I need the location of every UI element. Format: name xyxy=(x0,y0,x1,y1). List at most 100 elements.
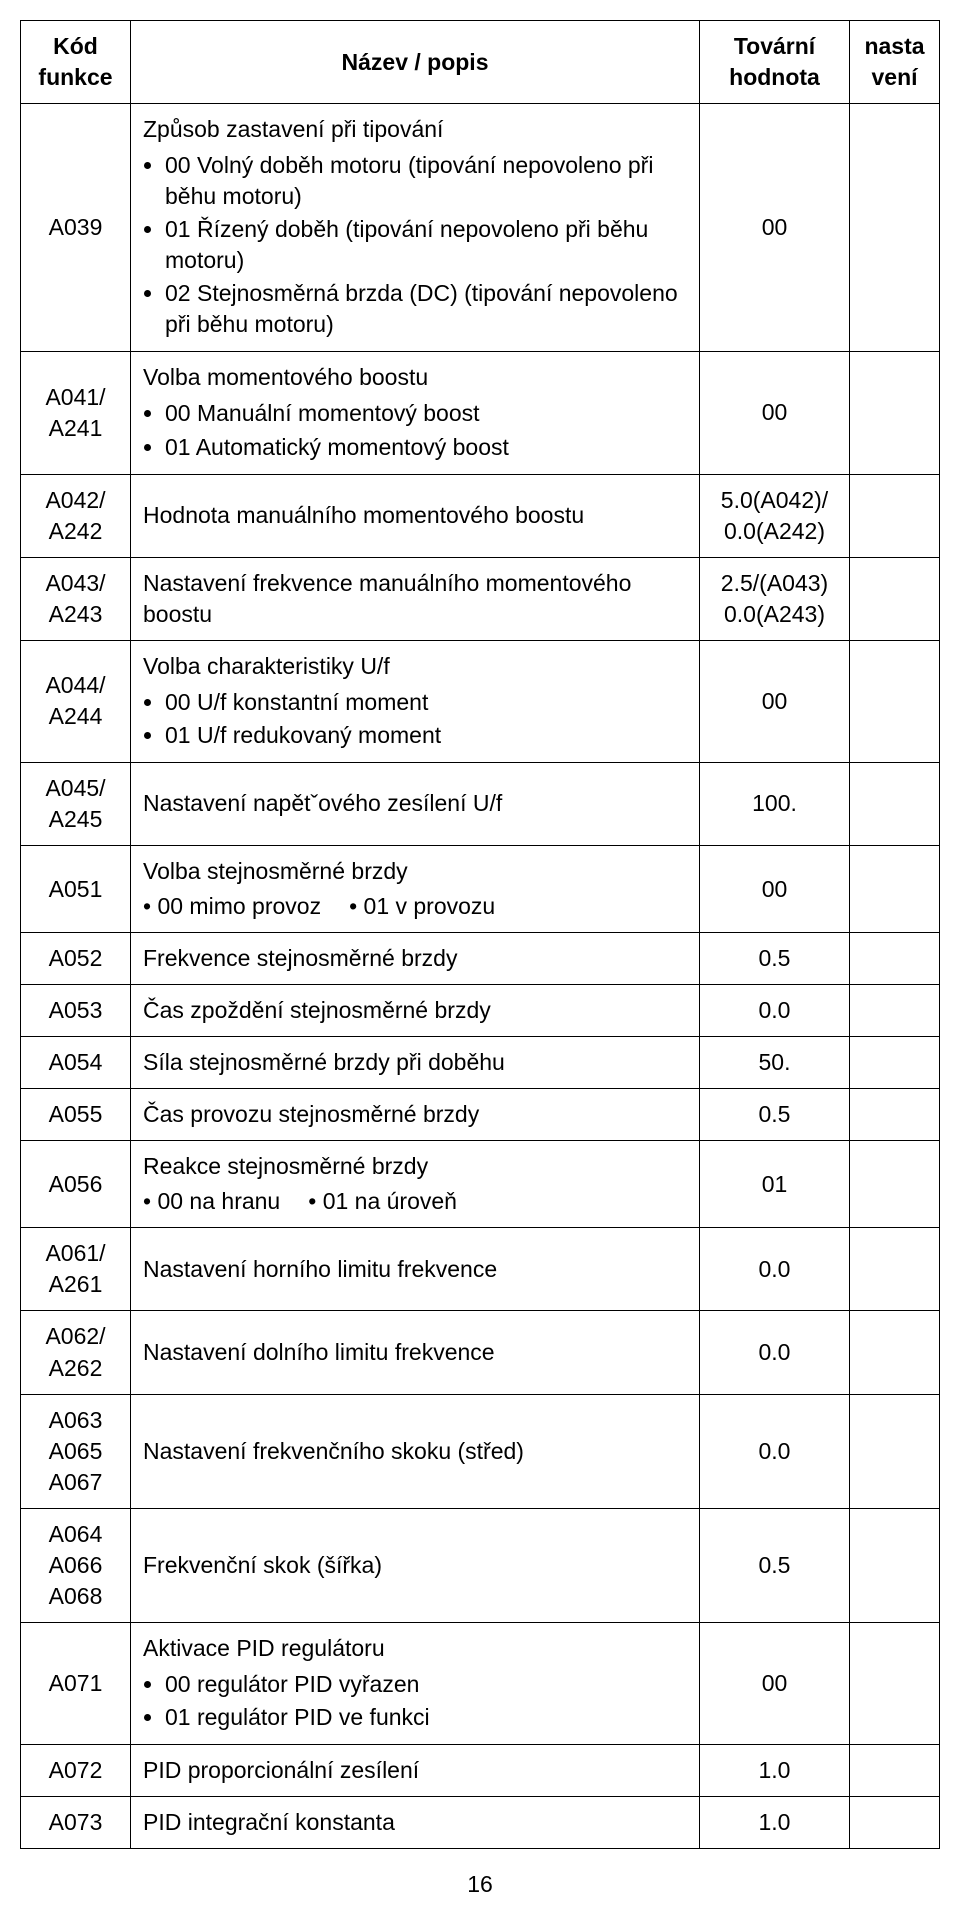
desc-title: Čas zpoždění stejnosměrné brzdy xyxy=(143,995,687,1026)
desc-cell: PID proporcionální zesílení xyxy=(131,1744,700,1796)
code-cell: A042/ A242 xyxy=(21,474,131,557)
setting-cell xyxy=(850,933,940,985)
desc-cell: Čas zpoždění stejnosměrné brzdy xyxy=(131,985,700,1037)
desc-cell: Nastavení frekvenčního skoku (střed) xyxy=(131,1394,700,1508)
factory-cell: 0.0 xyxy=(700,1311,850,1394)
code-cell: A072 xyxy=(21,1744,131,1796)
setting-cell xyxy=(850,1622,940,1744)
desc-cell: PID integrační konstanta xyxy=(131,1797,700,1849)
bullet-list: 00 Volný doběh motoru (tipování nepovole… xyxy=(143,149,687,341)
factory-cell: 0.0 xyxy=(700,1394,850,1508)
factory-cell: 0.0 xyxy=(700,1228,850,1311)
table-row: A061/ A261Nastavení horního limitu frekv… xyxy=(21,1228,940,1311)
desc-title: Nastavení frekvenčního skoku (střed) xyxy=(143,1436,687,1467)
table-row: A063 A065 A067 Nastavení frekvenčního sko… xyxy=(21,1394,940,1508)
setting-cell xyxy=(850,1744,940,1796)
header-setting: nasta vení xyxy=(850,21,940,104)
header-row: Kód funkce Název / popis Tovární hodnota… xyxy=(21,21,940,104)
setting-cell xyxy=(850,1394,940,1508)
table-row: A055Čas provozu stejnosměrné brzdy0.5 xyxy=(21,1089,940,1141)
setting-cell xyxy=(850,1797,940,1849)
desc-title: PID integrační konstanta xyxy=(143,1807,687,1838)
desc-cell: Reakce stejnosměrné brzdy00 na hranu01 n… xyxy=(131,1141,700,1228)
table-row: A071Aktivace PID regulátoru00 regulátor … xyxy=(21,1622,940,1744)
desc-title: Volba momentového boostu xyxy=(143,362,687,393)
header-desc: Název / popis xyxy=(131,21,700,104)
factory-cell: 0.5 xyxy=(700,933,850,985)
inline-bullet-item: 01 v provozu xyxy=(349,893,495,919)
bullet-item: 00 U/f konstantní moment xyxy=(165,686,687,719)
desc-title: Frekvence stejnosměrné brzdy xyxy=(143,943,687,974)
setting-cell xyxy=(850,1228,940,1311)
factory-cell: 0.5 xyxy=(700,1089,850,1141)
desc-title: Síla stejnosměrné brzdy při doběhu xyxy=(143,1047,687,1078)
setting-cell xyxy=(850,845,940,932)
parameter-table: Kód funkce Název / popis Tovární hodnota… xyxy=(20,20,940,1849)
code-cell: A054 xyxy=(21,1037,131,1089)
table-row: A043/ A243Nastavení frekvence manuálního… xyxy=(21,557,940,640)
bullet-item: 01 U/f redukovaný moment xyxy=(165,719,687,752)
desc-cell: Čas provozu stejnosměrné brzdy xyxy=(131,1089,700,1141)
factory-cell: 01 xyxy=(700,1141,850,1228)
desc-title: Způsob zastavení při tipování xyxy=(143,114,687,145)
setting-cell xyxy=(850,1037,940,1089)
code-cell: A053 xyxy=(21,985,131,1037)
bullet-list: 00 U/f konstantní moment01 U/f redukovan… xyxy=(143,686,687,752)
desc-cell: Frekvenční skok (šířka) xyxy=(131,1508,700,1622)
table-row: A053 Čas zpoždění stejnosměrné brzdy 0.0 xyxy=(21,985,940,1037)
factory-cell: 00 xyxy=(700,104,850,352)
desc-cell: Síla stejnosměrné brzdy při doběhu xyxy=(131,1037,700,1089)
table-row: A039 Způsob zastavení při tipování 00 Voln… xyxy=(21,104,940,352)
factory-cell: 1.0 xyxy=(700,1744,850,1796)
setting-cell xyxy=(850,1508,940,1622)
desc-cell: Volba stejnosměrné brzdy00 mimo provoz01… xyxy=(131,845,700,932)
table-row: A054 Síla stejnosměrné brzdy při doběhu 50… xyxy=(21,1037,940,1089)
setting-cell xyxy=(850,985,940,1037)
factory-cell: 00 xyxy=(700,845,850,932)
desc-cell: Aktivace PID regulátoru 00 regulátor PID … xyxy=(131,1622,700,1744)
setting-cell xyxy=(850,1311,940,1394)
table-row: A056Reakce stejnosměrné brzdy00 na hranu… xyxy=(21,1141,940,1228)
bullet-item: 01 Automatický momentový boost xyxy=(165,431,687,464)
desc-title: Aktivace PID regulátoru xyxy=(143,1633,687,1664)
table-row: A051Volba stejnosměrné brzdy00 mimo prov… xyxy=(21,845,940,932)
desc-cell: Volba momentového boostu00 Manuální mome… xyxy=(131,352,700,474)
factory-cell: 00 xyxy=(700,1622,850,1744)
header-code: Kód funkce xyxy=(21,21,131,104)
factory-cell: 00 xyxy=(700,352,850,474)
setting-cell xyxy=(850,762,940,845)
code-cell: A056 xyxy=(21,1141,131,1228)
bullet-item: 00 regulátor PID vyřazen xyxy=(165,1668,687,1701)
desc-title: Nastavení dolního limitu frekvence xyxy=(143,1337,687,1368)
table-row: A044/ A244Volba charakteristiky U/f00 U/… xyxy=(21,640,940,762)
code-cell: A041/ A241 xyxy=(21,352,131,474)
code-cell: A063 A065 A067 xyxy=(21,1394,131,1508)
factory-cell: 2.5/(A043) 0.0(A243) xyxy=(700,557,850,640)
setting-cell xyxy=(850,1089,940,1141)
factory-cell: 0.0 xyxy=(700,985,850,1037)
code-cell: A039 xyxy=(21,104,131,352)
desc-title: PID proporcionální zesílení xyxy=(143,1755,687,1786)
desc-cell: Nastavení horního limitu frekvence xyxy=(131,1228,700,1311)
factory-cell: 50. xyxy=(700,1037,850,1089)
header-factory: Tovární hodnota xyxy=(700,21,850,104)
desc-cell: Nastavení napětˇového zesílení U/f xyxy=(131,762,700,845)
bullet-item: 01 Řízený doběh (tipování nepovoleno při… xyxy=(165,213,687,277)
code-cell: A073 xyxy=(21,1797,131,1849)
code-cell: A064 A066 A068 xyxy=(21,1508,131,1622)
table-row: A045/ A245Nastavení napětˇového zesílení… xyxy=(21,762,940,845)
setting-cell xyxy=(850,1141,940,1228)
factory-cell: 1.0 xyxy=(700,1797,850,1849)
desc-title: Čas provozu stejnosměrné brzdy xyxy=(143,1099,687,1130)
code-cell: A052 xyxy=(21,933,131,985)
table-row: A052 Frekvence stejnosměrné brzdy 0.5 xyxy=(21,933,940,985)
factory-cell: 5.0(A042)/ 0.0(A242) xyxy=(700,474,850,557)
desc-title: Volba charakteristiky U/f xyxy=(143,651,687,682)
desc-title: Reakce stejnosměrné brzdy xyxy=(143,1151,687,1182)
bullet-item: 00 Volný doběh motoru (tipování nepovole… xyxy=(165,149,687,213)
code-cell: A051 xyxy=(21,845,131,932)
setting-cell xyxy=(850,104,940,352)
setting-cell xyxy=(850,474,940,557)
setting-cell xyxy=(850,352,940,474)
bullet-item: 01 regulátor PID ve funkci xyxy=(165,1701,687,1734)
